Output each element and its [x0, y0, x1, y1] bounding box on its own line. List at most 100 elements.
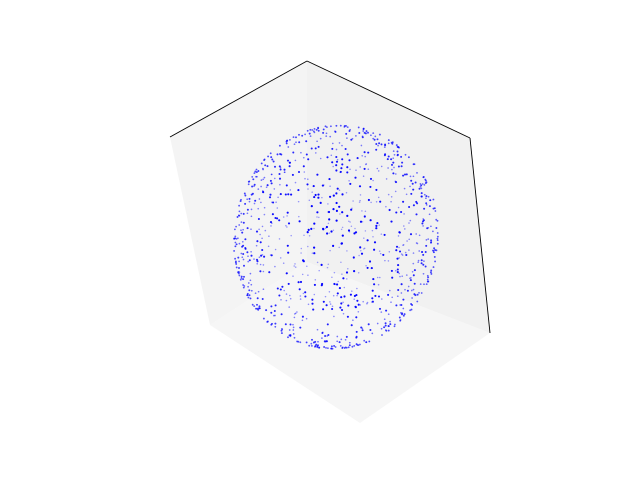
scatter-point [313, 283, 316, 286]
scatter-point [395, 245, 399, 248]
scatter-point [259, 263, 262, 266]
scatter-point [411, 297, 413, 299]
scatter-point [366, 301, 369, 304]
scatter-point [298, 215, 300, 218]
scatter-point [289, 323, 292, 326]
scatter-point [247, 260, 250, 263]
scatter-point [330, 345, 333, 348]
scatter-point [307, 228, 310, 231]
scatter-point [234, 228, 236, 231]
scatter-point [373, 283, 376, 286]
scatter-point [330, 230, 333, 233]
scatter-point [327, 222, 330, 225]
scatter-point [259, 233, 261, 236]
scatter-point [313, 127, 316, 130]
scatter-point [310, 344, 313, 347]
scatter-point [326, 347, 329, 350]
scatter-point [354, 227, 356, 230]
scatter-point [294, 266, 297, 268]
scatter-point [403, 173, 407, 176]
scatter-point [335, 148, 338, 151]
scatter-point [315, 128, 318, 131]
scatter-point [335, 209, 338, 212]
scatter-point [289, 334, 292, 337]
scatter-point [343, 286, 346, 289]
scatter-point [256, 260, 259, 263]
scatter-point [304, 295, 307, 298]
scatter-point [329, 125, 332, 128]
scatter-point [331, 147, 334, 150]
scatter-point [413, 282, 416, 285]
scatter-point [360, 326, 363, 329]
scatter-point [282, 262, 285, 264]
scatter-point [340, 308, 344, 312]
scatter-point [370, 267, 373, 270]
scatter-point [422, 272, 425, 275]
scatter-point [362, 127, 365, 130]
scatter-point [419, 283, 422, 285]
scatter-point [405, 193, 408, 196]
scatter-point [350, 208, 353, 211]
scatter-point [293, 316, 296, 319]
scatter-point [384, 322, 387, 325]
scatter-point [411, 182, 414, 185]
scatter-point [366, 302, 368, 305]
scatter-point [430, 225, 432, 228]
scatter-point [402, 307, 405, 310]
scatter-point [335, 192, 338, 195]
scatter-point [375, 224, 378, 227]
scatter-point [341, 347, 344, 349]
scatter-point [333, 344, 336, 347]
scatter-point [258, 256, 261, 259]
scatter-point [307, 188, 309, 190]
scatter-point [344, 338, 347, 341]
scatter-point [308, 132, 311, 135]
scatter-point [247, 255, 249, 258]
scatter-point [354, 176, 357, 179]
scatter-point [363, 167, 366, 170]
scatter-point [378, 250, 381, 252]
scatter-point [377, 295, 381, 298]
scatter-point [237, 256, 240, 259]
scatter-point [351, 137, 354, 140]
scatter-point [359, 304, 362, 306]
scatter-point [362, 175, 365, 177]
scatter-point [350, 324, 353, 327]
scatter-point [335, 160, 339, 163]
scatter-point [257, 207, 260, 210]
scatter-point [326, 266, 329, 269]
scatter-point [434, 249, 436, 251]
scatter-point [287, 193, 290, 196]
scatter-point [424, 251, 427, 253]
scatter-point [233, 249, 236, 252]
scatter-point [286, 226, 288, 228]
scatter-point [355, 135, 357, 137]
scatter-point [378, 307, 382, 310]
scatter-point [318, 346, 321, 349]
scatter-point [326, 323, 329, 326]
scatter-point [391, 142, 394, 145]
scatter-point [424, 265, 427, 268]
scatter-point [337, 280, 339, 283]
scatter-point [401, 254, 404, 256]
scatter-point [358, 201, 361, 203]
scatter-point [425, 283, 428, 286]
scatter-point [327, 210, 331, 214]
scatter-point [308, 199, 311, 202]
scatter-point [408, 222, 410, 224]
scatter-point [347, 304, 350, 307]
scatter-point [241, 256, 244, 259]
scatter-point [346, 153, 349, 156]
scatter-point [383, 154, 386, 157]
scatter-point [347, 229, 351, 232]
scatter-point [425, 204, 428, 206]
scatter-point [376, 138, 379, 141]
scatter-point [288, 161, 291, 164]
scatter-point [340, 261, 342, 264]
scatter-point [289, 294, 291, 297]
scatter-point [345, 346, 348, 349]
scatter-point [255, 168, 258, 171]
scatter-point [249, 279, 252, 282]
scatter-point [412, 274, 415, 277]
scatter-point [422, 225, 424, 227]
